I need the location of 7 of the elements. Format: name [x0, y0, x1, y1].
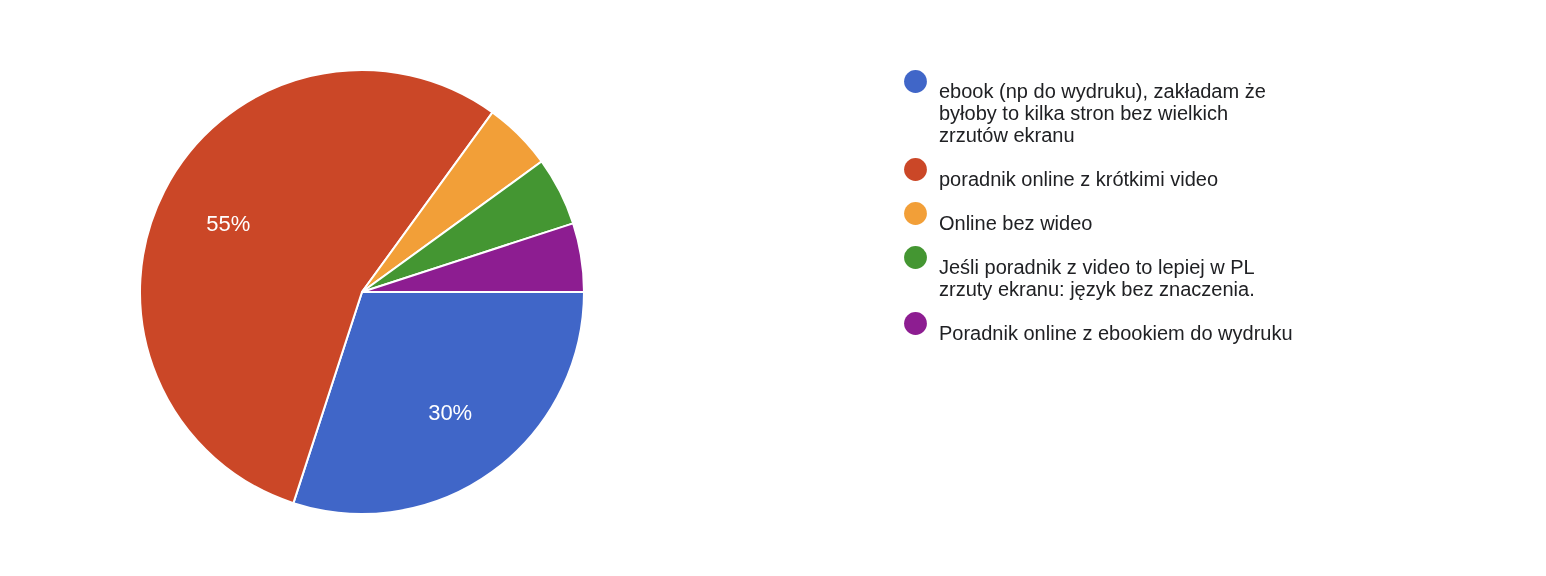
- legend-label: ebook (np do wydruku), zakładam że byłoby to kilka stron bez wielkich zrzutów ekranu: [939, 79, 1266, 146]
- data-label: 30%: [428, 400, 473, 426]
- legend-label: Jeśli poradnik z video to lepiej w PL zrzuty ekranu: język bez znaczenia.: [939, 255, 1255, 300]
- legend-label: Online bez wideo: [939, 211, 1093, 234]
- legend-label: Poradnik online z ebookiem do wydruku: [939, 321, 1293, 344]
- legend-label: poradnik online z krótkimi video: [939, 167, 1219, 190]
- data-label: 55%: [206, 210, 251, 236]
